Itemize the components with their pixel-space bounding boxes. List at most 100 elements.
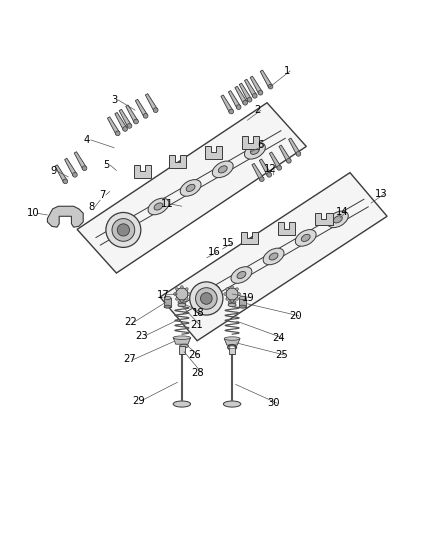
Polygon shape bbox=[278, 222, 295, 235]
Ellipse shape bbox=[224, 337, 240, 340]
Polygon shape bbox=[259, 159, 271, 176]
Circle shape bbox=[182, 301, 186, 304]
Polygon shape bbox=[169, 155, 186, 168]
Text: 8: 8 bbox=[88, 201, 95, 212]
Circle shape bbox=[176, 297, 178, 300]
Circle shape bbox=[82, 166, 87, 171]
Text: 3: 3 bbox=[111, 95, 117, 104]
Polygon shape bbox=[145, 94, 158, 111]
Text: 21: 21 bbox=[190, 320, 203, 330]
Circle shape bbox=[153, 108, 158, 112]
Circle shape bbox=[224, 293, 226, 295]
Circle shape bbox=[123, 127, 127, 131]
Circle shape bbox=[117, 224, 130, 236]
Polygon shape bbox=[173, 338, 191, 344]
Circle shape bbox=[134, 119, 138, 124]
Circle shape bbox=[186, 288, 188, 290]
Ellipse shape bbox=[328, 211, 348, 228]
Circle shape bbox=[226, 297, 229, 300]
Ellipse shape bbox=[239, 305, 246, 308]
Circle shape bbox=[195, 288, 217, 309]
Text: 22: 22 bbox=[124, 317, 137, 327]
Text: 14: 14 bbox=[336, 207, 349, 217]
Circle shape bbox=[201, 293, 212, 304]
Text: 10: 10 bbox=[27, 208, 40, 218]
Ellipse shape bbox=[333, 216, 342, 223]
Ellipse shape bbox=[186, 184, 195, 191]
Text: 2: 2 bbox=[254, 105, 261, 115]
Text: 19: 19 bbox=[241, 293, 254, 303]
Circle shape bbox=[180, 286, 183, 288]
Circle shape bbox=[127, 124, 132, 128]
Ellipse shape bbox=[269, 253, 278, 260]
Text: 28: 28 bbox=[192, 368, 205, 377]
Ellipse shape bbox=[199, 285, 220, 302]
Circle shape bbox=[112, 219, 135, 241]
Text: 24: 24 bbox=[272, 333, 285, 343]
Circle shape bbox=[187, 293, 190, 295]
Text: 6: 6 bbox=[258, 140, 264, 150]
Ellipse shape bbox=[205, 290, 214, 297]
Ellipse shape bbox=[178, 303, 186, 306]
Circle shape bbox=[258, 91, 263, 95]
Polygon shape bbox=[119, 109, 131, 127]
Polygon shape bbox=[241, 232, 258, 244]
Text: 29: 29 bbox=[132, 395, 145, 406]
Circle shape bbox=[238, 293, 240, 295]
Circle shape bbox=[277, 165, 282, 170]
Circle shape bbox=[236, 297, 238, 300]
Ellipse shape bbox=[180, 180, 201, 196]
Polygon shape bbox=[55, 165, 67, 182]
Polygon shape bbox=[315, 213, 332, 225]
Circle shape bbox=[231, 300, 233, 302]
Text: 16: 16 bbox=[207, 247, 220, 257]
Circle shape bbox=[252, 93, 257, 98]
Text: 7: 7 bbox=[99, 190, 106, 200]
Circle shape bbox=[229, 109, 233, 114]
Ellipse shape bbox=[173, 336, 191, 340]
Text: 25: 25 bbox=[275, 350, 288, 360]
Ellipse shape bbox=[239, 296, 246, 300]
Ellipse shape bbox=[295, 230, 316, 246]
Ellipse shape bbox=[237, 271, 246, 279]
Polygon shape bbox=[250, 76, 262, 94]
Circle shape bbox=[228, 301, 232, 304]
Polygon shape bbox=[107, 117, 120, 134]
Polygon shape bbox=[239, 298, 246, 306]
Polygon shape bbox=[289, 138, 300, 155]
Polygon shape bbox=[77, 103, 306, 273]
Polygon shape bbox=[135, 99, 148, 117]
Circle shape bbox=[143, 114, 148, 118]
Polygon shape bbox=[244, 79, 257, 97]
Circle shape bbox=[176, 288, 188, 300]
Polygon shape bbox=[179, 346, 184, 354]
Text: 1: 1 bbox=[283, 66, 290, 76]
Polygon shape bbox=[252, 164, 264, 180]
Polygon shape bbox=[47, 206, 83, 227]
Text: 13: 13 bbox=[375, 189, 388, 199]
Ellipse shape bbox=[116, 217, 137, 233]
Circle shape bbox=[226, 288, 229, 290]
Polygon shape bbox=[126, 105, 138, 123]
Polygon shape bbox=[239, 83, 251, 101]
Circle shape bbox=[190, 282, 223, 315]
Text: 27: 27 bbox=[124, 354, 136, 365]
Circle shape bbox=[296, 151, 301, 156]
Polygon shape bbox=[115, 112, 127, 130]
Circle shape bbox=[63, 179, 67, 184]
Circle shape bbox=[233, 301, 236, 304]
Text: 15: 15 bbox=[222, 238, 235, 248]
Polygon shape bbox=[224, 338, 240, 345]
Circle shape bbox=[268, 84, 273, 89]
Polygon shape bbox=[279, 145, 291, 162]
Circle shape bbox=[226, 288, 238, 300]
Circle shape bbox=[243, 100, 247, 105]
Circle shape bbox=[178, 301, 181, 304]
Ellipse shape bbox=[154, 203, 163, 210]
Text: 30: 30 bbox=[267, 398, 280, 408]
Circle shape bbox=[180, 300, 183, 302]
Circle shape bbox=[231, 286, 233, 288]
Ellipse shape bbox=[223, 401, 241, 407]
Text: 11: 11 bbox=[161, 199, 174, 209]
Text: 5: 5 bbox=[104, 160, 110, 170]
